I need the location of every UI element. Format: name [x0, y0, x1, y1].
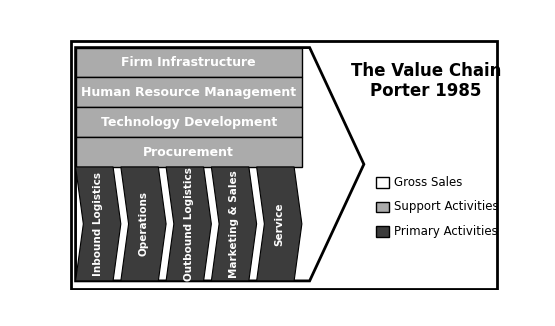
Polygon shape — [211, 167, 256, 281]
Polygon shape — [121, 167, 166, 281]
Bar — [376, 226, 390, 237]
Text: Gross Sales: Gross Sales — [394, 176, 462, 189]
Polygon shape — [166, 167, 211, 281]
Text: Porter 1985: Porter 1985 — [370, 82, 482, 100]
Bar — [376, 177, 390, 188]
Text: Firm Infrastructure: Firm Infrastructure — [122, 56, 256, 69]
Text: Human Resource Management: Human Resource Management — [81, 86, 296, 99]
Text: Technology Development: Technology Development — [100, 116, 277, 129]
Bar — [75, 107, 302, 137]
Bar — [75, 48, 302, 78]
Text: Support Activities: Support Activities — [394, 200, 499, 214]
Text: Marketing & Sales: Marketing & Sales — [229, 170, 239, 278]
Text: Operations: Operations — [138, 191, 149, 257]
Text: Primary Activities: Primary Activities — [394, 225, 498, 238]
Text: Outbound Logistics: Outbound Logistics — [184, 167, 194, 281]
Bar — [376, 201, 390, 212]
Text: Procurement: Procurement — [143, 145, 234, 158]
Bar — [75, 137, 302, 167]
Text: Service: Service — [274, 202, 284, 246]
Polygon shape — [75, 167, 121, 281]
Polygon shape — [75, 48, 364, 281]
Text: The Value Chain: The Value Chain — [351, 62, 501, 80]
Bar — [75, 78, 302, 107]
Polygon shape — [256, 167, 302, 281]
Text: Inbound Logistics: Inbound Logistics — [93, 172, 103, 276]
